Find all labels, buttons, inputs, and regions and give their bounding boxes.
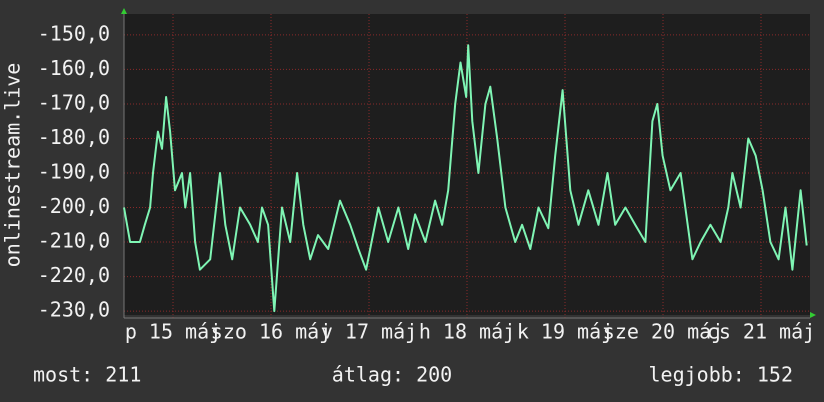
footer-best: legjobb: 152: [649, 363, 794, 387]
x-tick-label: v 17 máj: [321, 320, 417, 344]
y-tick-label: -210,0: [38, 229, 110, 253]
y-tick-label: -170,0: [38, 90, 110, 114]
y-tick-label: -190,0: [38, 160, 110, 184]
x-tick-label: cs 21 máj: [707, 320, 815, 344]
y-tick-label: -150,0: [38, 21, 110, 45]
axis-arrow: [121, 8, 127, 14]
data-line: [123, 44, 808, 313]
x-tick-label: sze 20 máj: [603, 320, 723, 344]
footer-average: átlag: 200: [332, 363, 452, 387]
y-tick-label: -220,0: [38, 263, 110, 287]
axis-arrow: [810, 312, 816, 318]
y-tick-label: -230,0: [38, 298, 110, 322]
x-tick-label: p 15 máj: [125, 320, 221, 344]
x-tick-label: szo 16 máj: [211, 320, 331, 344]
x-tick-label: k 19 máj: [517, 320, 613, 344]
x-tick-label: h 18 máj: [419, 320, 515, 344]
footer-current: most: 211: [33, 363, 141, 387]
y-tick-label: -200,0: [38, 194, 110, 218]
y-tick-label: -160,0: [38, 56, 110, 80]
y-axis-title: onlinestream.live: [1, 63, 25, 268]
y-tick-label: -180,0: [38, 125, 110, 149]
